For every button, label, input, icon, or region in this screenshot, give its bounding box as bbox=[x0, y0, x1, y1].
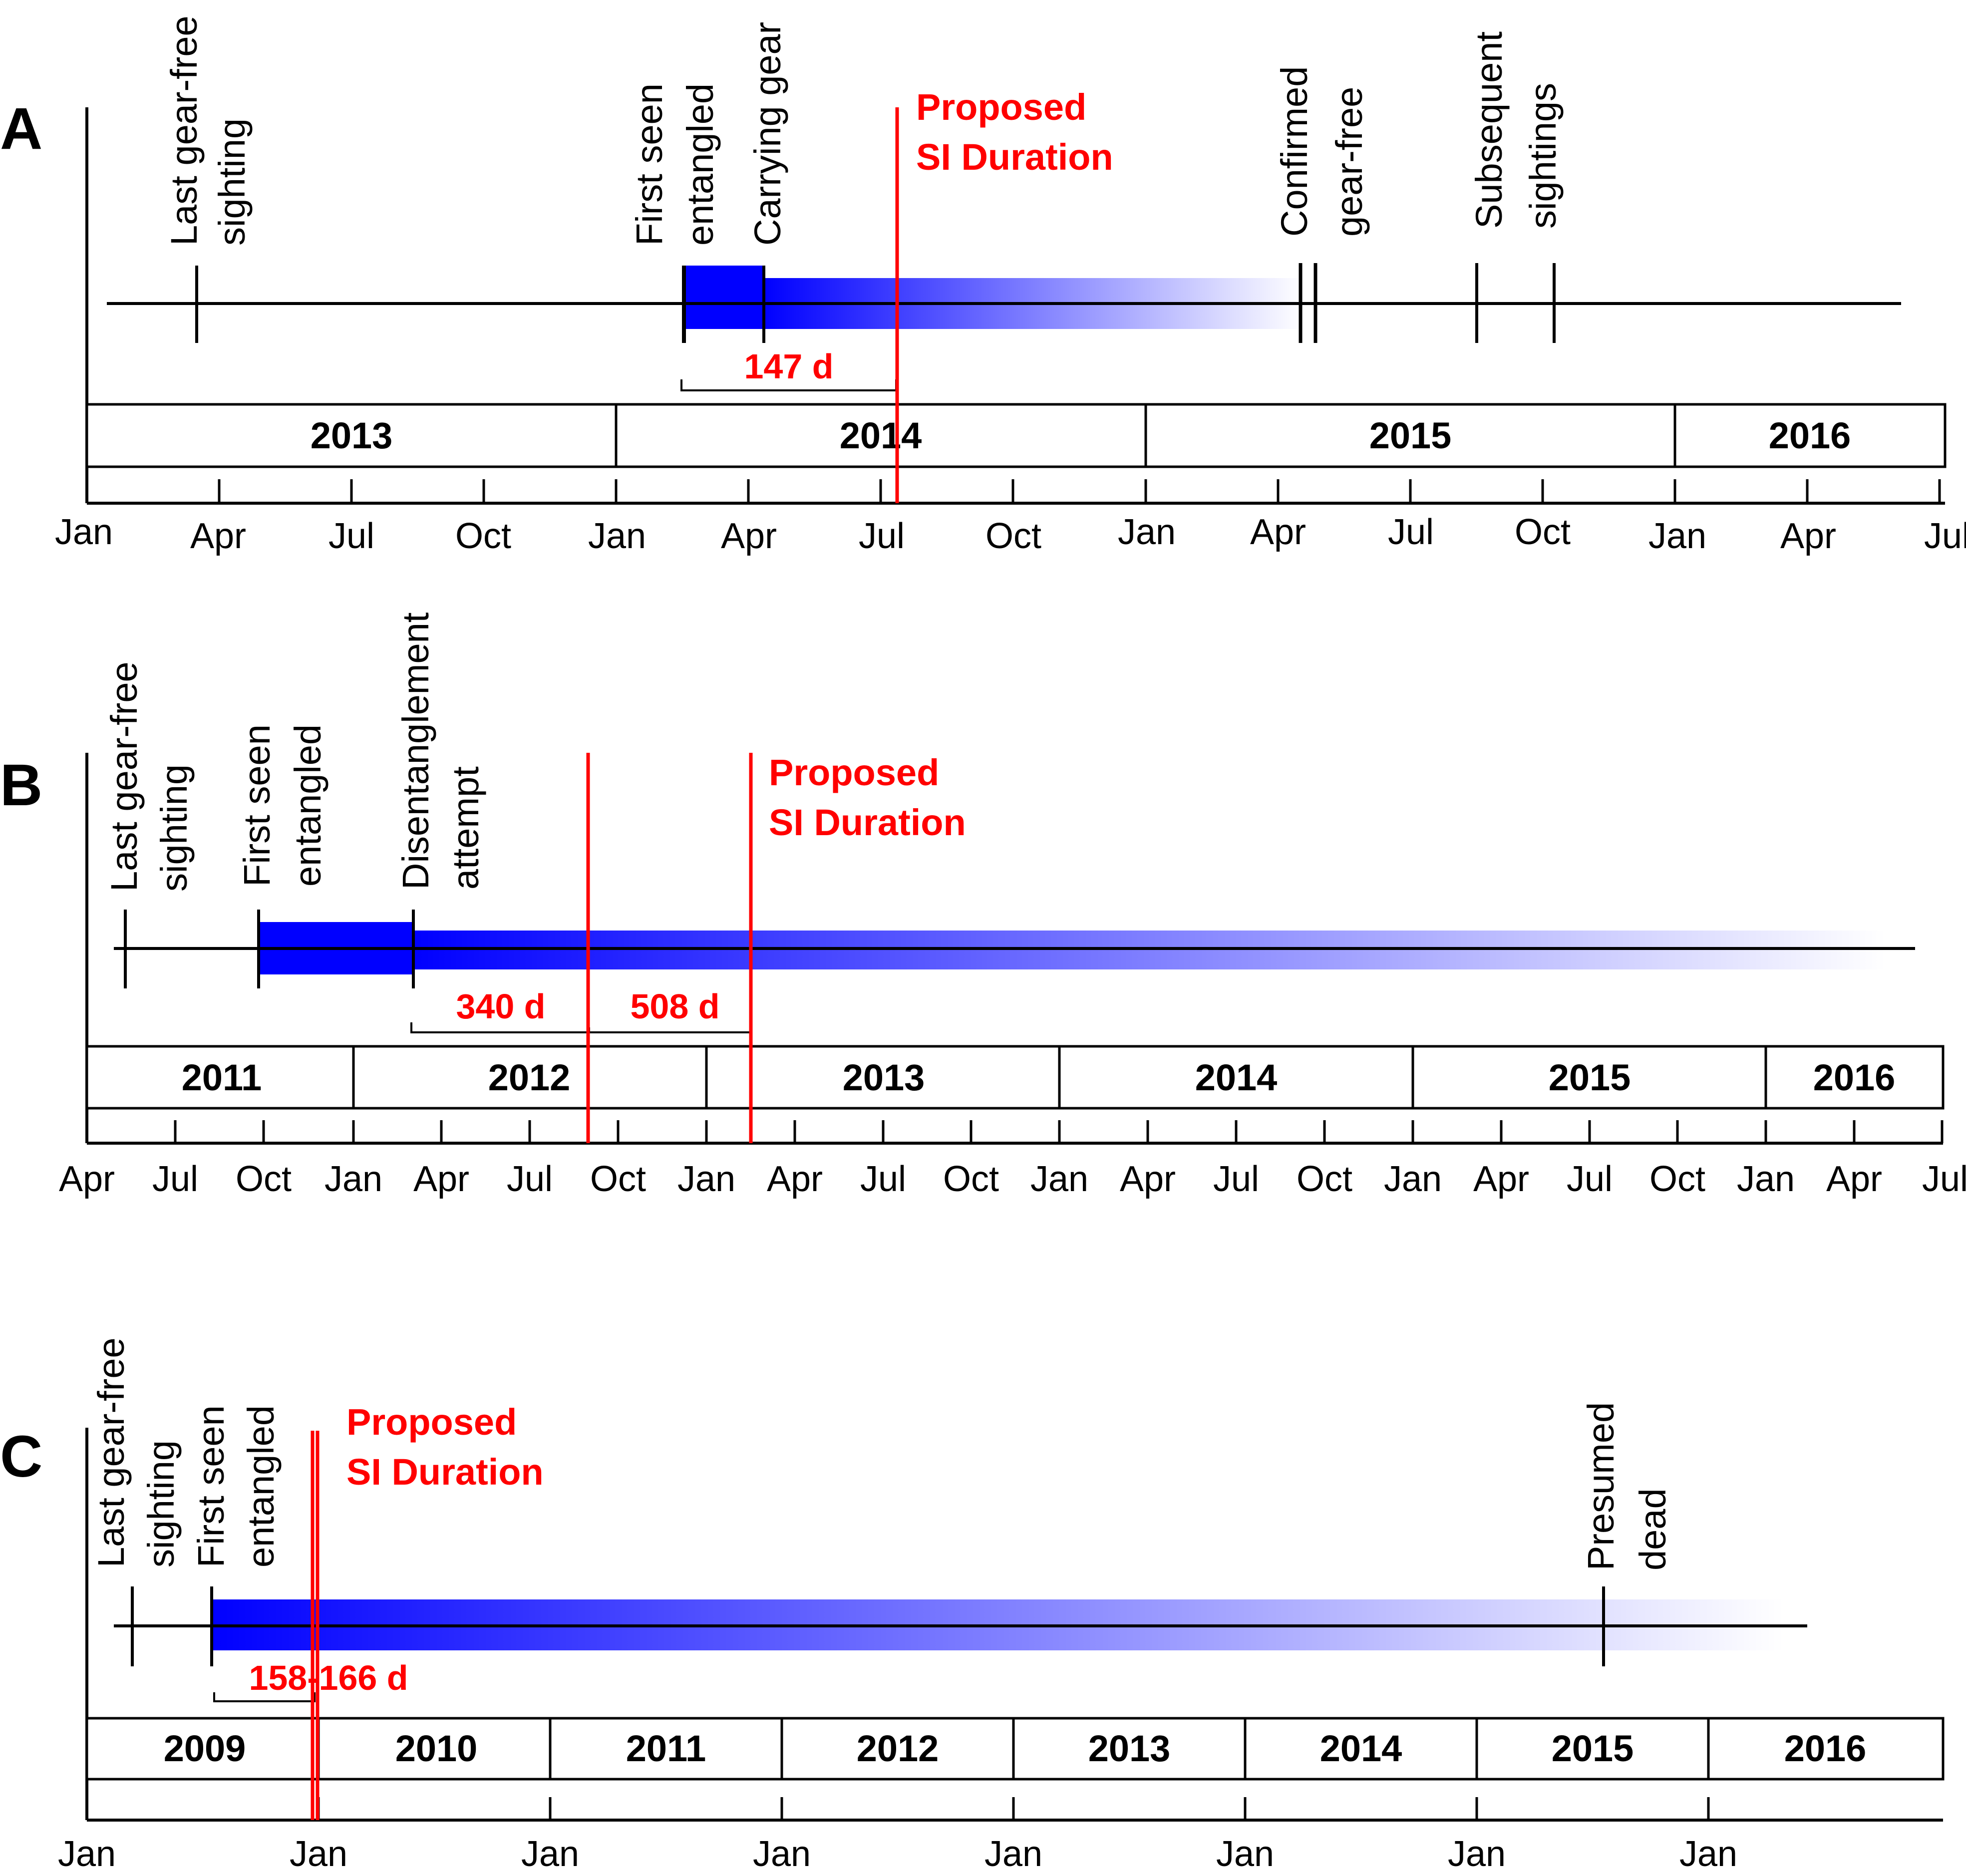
month-label: Jan bbox=[1118, 512, 1176, 552]
year-band-a bbox=[85, 403, 1947, 468]
year-label-2010: 2010 bbox=[395, 1728, 478, 1769]
panel-b: B Last gear-free sighting First seen ent… bbox=[0, 602, 1966, 1199]
year-label-2014: 2014 bbox=[1320, 1728, 1402, 1769]
month-label: Jan bbox=[984, 1834, 1042, 1874]
month-labels-b: Apr Jul Oct Jan Apr Jul Oct Jan Apr Jul … bbox=[59, 1159, 1966, 1199]
month-label: Oct bbox=[236, 1159, 292, 1199]
year-label-2009: 2009 bbox=[164, 1728, 246, 1769]
panel-label-c: C bbox=[0, 1424, 42, 1490]
event-label-subsequent-a: Subsequent sightings bbox=[1468, 21, 1564, 229]
year-label-2015: 2015 bbox=[1552, 1728, 1634, 1769]
month-label: Jan bbox=[55, 512, 113, 552]
panel-label-b: B bbox=[0, 752, 42, 818]
year-band-c bbox=[85, 1717, 1945, 1781]
month-ticks-b bbox=[85, 1120, 1944, 1143]
event-label-disentanglement-b: Disentanglement attempt bbox=[395, 602, 486, 890]
month-label: Oct bbox=[943, 1159, 999, 1199]
month-label: Oct bbox=[590, 1159, 646, 1199]
interval-label-c: 158-166 d bbox=[249, 1658, 408, 1697]
event-label-last-gear-free-b: Last gear-free sighting bbox=[103, 651, 195, 892]
month-labels-a: Jan Apr Jul Oct Jan Apr Jul Oct Jan Apr … bbox=[55, 512, 1966, 556]
month-label: Apr bbox=[413, 1159, 469, 1199]
interval-label-147-a: 147 d bbox=[744, 347, 834, 386]
month-label: Jan bbox=[1030, 1159, 1088, 1199]
month-ticks-c bbox=[85, 1797, 1710, 1820]
month-label: Jan bbox=[521, 1834, 579, 1874]
month-label: Apr bbox=[1120, 1159, 1176, 1199]
month-label: Jul bbox=[152, 1159, 198, 1199]
event-label-presumed-dead-c: Presumed dead bbox=[1580, 1392, 1673, 1570]
month-label: Jan bbox=[290, 1834, 347, 1874]
month-label: Jan bbox=[58, 1834, 116, 1874]
event-label-carrying-gear-a: Carrying gear bbox=[747, 22, 788, 246]
month-label: Jul bbox=[1922, 1159, 1966, 1199]
month-label: Apr bbox=[190, 516, 246, 556]
month-label: Apr bbox=[1780, 516, 1836, 556]
month-label: Jan bbox=[1448, 1834, 1506, 1874]
event-label-confirmed-gear-free-a: Confirmed gear-free bbox=[1274, 56, 1370, 237]
year-label-2012: 2012 bbox=[857, 1728, 939, 1769]
month-label: Apr bbox=[767, 1159, 823, 1199]
year-label-2015: 2015 bbox=[1549, 1057, 1631, 1098]
month-label: Apr bbox=[1473, 1159, 1529, 1199]
entangled-bar-a bbox=[684, 266, 764, 329]
year-label-2014: 2014 bbox=[1195, 1057, 1278, 1098]
month-ticks-a bbox=[85, 479, 1941, 503]
year-label-2016: 2016 bbox=[1769, 415, 1851, 456]
interval-label-508-b: 508 d bbox=[631, 987, 720, 1026]
year-label-2014: 2014 bbox=[840, 415, 922, 456]
month-label: Apr bbox=[1250, 512, 1306, 552]
year-label-2011: 2011 bbox=[182, 1057, 262, 1098]
year-label-2011: 2011 bbox=[626, 1728, 706, 1769]
month-label: Jan bbox=[1216, 1834, 1274, 1874]
event-label-first-seen-b: First seen entangled bbox=[236, 714, 328, 887]
month-label: Jul bbox=[860, 1159, 906, 1199]
month-label: Jan bbox=[753, 1834, 811, 1874]
month-label: Oct bbox=[455, 516, 511, 556]
month-label: Jul bbox=[328, 516, 374, 556]
month-label: Jul bbox=[1213, 1159, 1259, 1199]
month-label: Jul bbox=[859, 516, 905, 556]
interval-label-340-b: 340 d bbox=[456, 987, 546, 1026]
year-band-b bbox=[85, 1045, 1945, 1110]
month-label: Jul bbox=[507, 1159, 553, 1199]
year-label-2012: 2012 bbox=[488, 1057, 571, 1098]
month-label: Jul bbox=[1924, 516, 1966, 556]
year-label-2015: 2015 bbox=[1369, 415, 1452, 456]
event-label-last-gear-free-c: Last gear-free sighting bbox=[90, 1327, 182, 1567]
event-label-first-seen-a: First seen entangled bbox=[629, 73, 721, 246]
year-label-2016: 2016 bbox=[1784, 1728, 1867, 1769]
year-label-2013: 2013 bbox=[1088, 1728, 1171, 1769]
proposed-si-label-b: Proposed SI Duration bbox=[769, 752, 966, 843]
month-label: Apr bbox=[59, 1159, 115, 1199]
month-label: Jan bbox=[1737, 1159, 1795, 1199]
month-label: Apr bbox=[1826, 1159, 1882, 1199]
month-label: Oct bbox=[1515, 512, 1571, 552]
month-label: Jul bbox=[1567, 1159, 1613, 1199]
month-label: Oct bbox=[1297, 1159, 1352, 1199]
panel-a: A Last gear-free sighting First seen ent… bbox=[0, 5, 1966, 556]
month-label: Jan bbox=[325, 1159, 382, 1199]
month-label: Jan bbox=[588, 516, 646, 556]
event-label-last-gear-free-a: Last gear-free sighting bbox=[163, 5, 253, 246]
month-label: Jan bbox=[1384, 1159, 1442, 1199]
panel-label-a: A bbox=[0, 96, 42, 162]
month-label: Oct bbox=[1649, 1159, 1705, 1199]
month-label: Apr bbox=[721, 516, 777, 556]
proposed-si-label-a: Proposed SI Duration bbox=[916, 86, 1113, 178]
month-label: Jan bbox=[677, 1159, 735, 1199]
month-label: Jan bbox=[1648, 516, 1706, 556]
proposed-si-label-c: Proposed SI Duration bbox=[346, 1401, 544, 1493]
year-label-2016: 2016 bbox=[1813, 1057, 1896, 1098]
panel-c: C Last gear-free sighting First seen ent… bbox=[0, 1327, 1945, 1874]
month-label: Oct bbox=[985, 516, 1041, 556]
year-label-2013: 2013 bbox=[843, 1057, 925, 1098]
event-label-first-seen-c: First seen entangled bbox=[190, 1395, 282, 1567]
month-label: Jan bbox=[1679, 1834, 1737, 1874]
interval-bracket-c bbox=[213, 1692, 316, 1702]
year-label-2013: 2013 bbox=[311, 415, 393, 456]
month-labels-c: Jan Jan Jan Jan Jan Jan Jan Jan bbox=[58, 1834, 1737, 1874]
month-label: Jul bbox=[1388, 512, 1434, 552]
